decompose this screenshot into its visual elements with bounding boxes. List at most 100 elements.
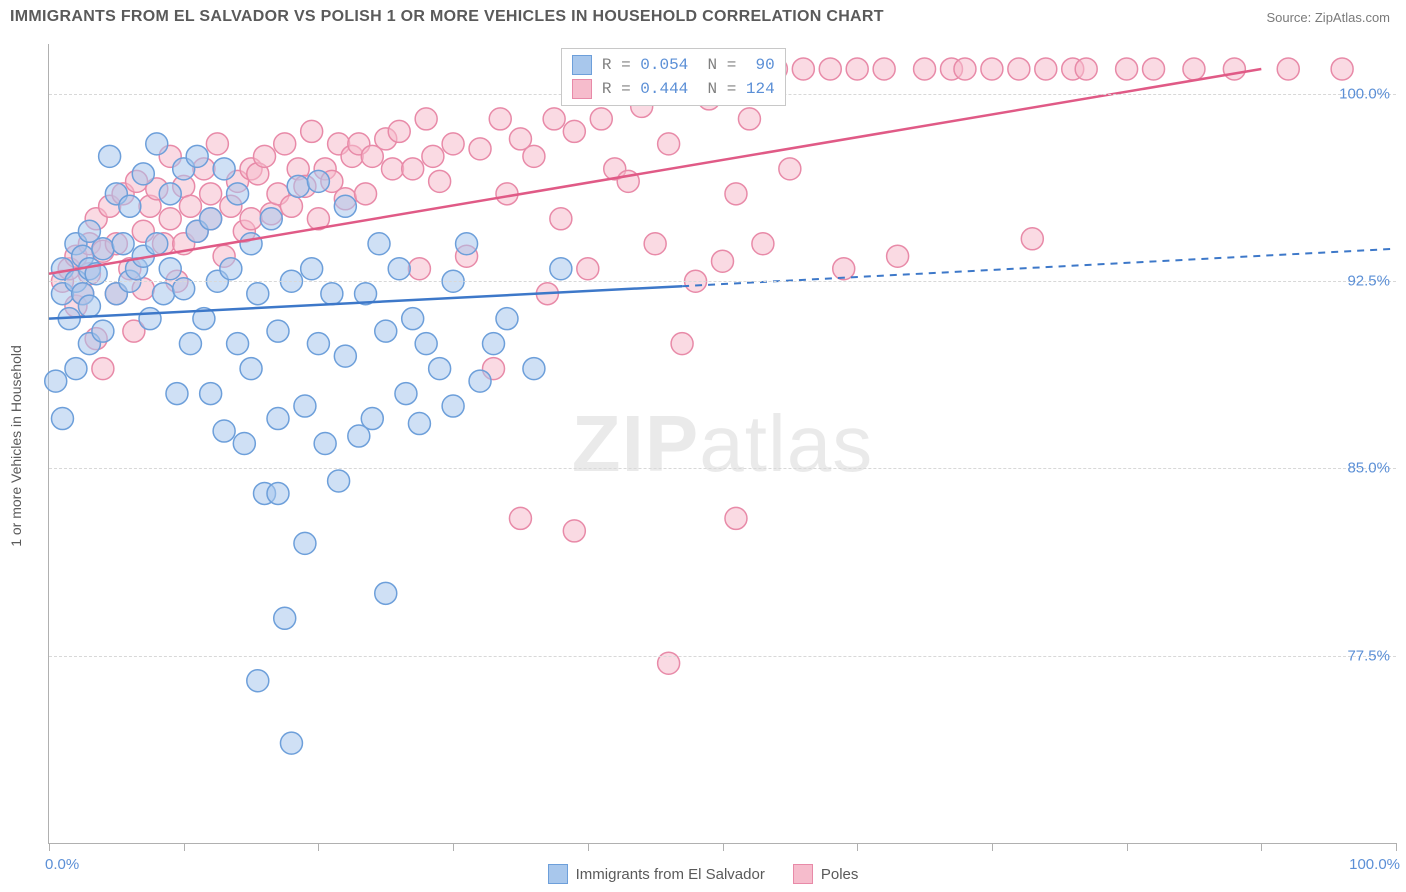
scatter-point-pink <box>200 183 222 205</box>
scatter-point-blue <box>213 158 235 180</box>
scatter-point-pink <box>725 183 747 205</box>
scatter-point-blue <box>220 258 242 280</box>
scatter-point-pink <box>280 195 302 217</box>
scatter-point-blue <box>408 413 430 435</box>
scatter-point-blue <box>166 383 188 405</box>
scatter-point-pink <box>523 145 545 167</box>
scatter-point-pink <box>1008 58 1030 80</box>
scatter-point-blue <box>307 170 329 192</box>
scatter-point-blue <box>267 482 289 504</box>
x-tick <box>992 843 993 851</box>
scatter-point-blue <box>159 258 181 280</box>
scatter-point-blue <box>280 732 302 754</box>
source-label: Source: ZipAtlas.com <box>1266 10 1390 25</box>
scatter-point-blue <box>260 208 282 230</box>
legend-swatch <box>572 79 592 99</box>
legend-swatch <box>548 864 568 884</box>
legend-swatch <box>572 55 592 75</box>
scatter-point-blue <box>456 233 478 255</box>
scatter-point-pink <box>1331 58 1353 80</box>
scatter-point-blue <box>442 395 464 417</box>
scatter-point-pink <box>1035 58 1057 80</box>
scatter-point-pink <box>738 108 760 130</box>
scatter-point-pink <box>1021 228 1043 250</box>
gridline-h <box>49 468 1396 469</box>
scatter-point-blue <box>45 370 67 392</box>
scatter-point-blue <box>179 333 201 355</box>
scatter-point-pink <box>981 58 1003 80</box>
scatter-point-blue <box>119 195 141 217</box>
scatter-point-pink <box>954 58 976 80</box>
scatter-point-pink <box>873 58 895 80</box>
stats-legend-box: R = 0.054 N = 90R = 0.444 N = 124 <box>561 48 786 106</box>
gridline-h <box>49 281 1396 282</box>
scatter-point-blue <box>321 283 343 305</box>
scatter-point-pink <box>658 133 680 155</box>
scatter-point-blue <box>267 320 289 342</box>
x-tick <box>1261 843 1262 851</box>
y-tick-label: 100.0% <box>1339 85 1390 102</box>
scatter-point-blue <box>99 145 121 167</box>
scatter-point-pink <box>509 507 531 529</box>
scatter-point-blue <box>375 582 397 604</box>
scatter-point-blue <box>294 395 316 417</box>
scatter-point-pink <box>846 58 868 80</box>
scatter-point-blue <box>200 208 222 230</box>
scatter-point-pink <box>563 520 585 542</box>
legend-item: Poles <box>793 864 859 884</box>
scatter-point-pink <box>92 358 114 380</box>
x-tick <box>318 843 319 851</box>
legend-label: Poles <box>821 866 859 883</box>
scatter-point-pink <box>779 158 801 180</box>
scatter-point-blue <box>429 358 451 380</box>
legend-item: Immigrants from El Salvador <box>548 864 765 884</box>
scatter-point-blue <box>78 295 100 317</box>
scatter-point-pink <box>563 120 585 142</box>
scatter-point-blue <box>294 532 316 554</box>
scatter-point-pink <box>179 195 201 217</box>
scatter-point-pink <box>712 250 734 272</box>
scatter-point-blue <box>274 607 296 629</box>
scatter-point-blue <box>267 408 289 430</box>
scatter-point-pink <box>590 108 612 130</box>
scatter-point-pink <box>206 133 228 155</box>
scatter-point-pink <box>1075 58 1097 80</box>
scatter-point-pink <box>550 208 572 230</box>
scatter-point-pink <box>887 245 909 267</box>
scatter-point-blue <box>233 433 255 455</box>
scatter-point-blue <box>328 470 350 492</box>
scatter-point-blue <box>395 383 417 405</box>
scatter-point-pink <box>402 158 424 180</box>
scatter-point-blue <box>402 308 424 330</box>
stats-row: R = 0.444 N = 124 <box>572 77 775 101</box>
scatter-point-blue <box>307 333 329 355</box>
scatter-point-blue <box>92 320 114 342</box>
scatter-point-blue <box>415 333 437 355</box>
scatter-point-blue <box>146 133 168 155</box>
scatter-point-blue <box>159 183 181 205</box>
scatter-point-pink <box>408 258 430 280</box>
scatter-point-blue <box>314 433 336 455</box>
scatter-point-blue <box>388 258 410 280</box>
chart-plot-area: ZIPatlas R = 0.054 N = 90R = 0.444 N = 1… <box>48 44 1396 844</box>
scatter-point-blue <box>375 320 397 342</box>
scatter-point-blue <box>287 175 309 197</box>
y-tick-label: 85.0% <box>1347 460 1390 477</box>
scatter-point-pink <box>914 58 936 80</box>
scatter-point-pink <box>381 158 403 180</box>
scatter-point-pink <box>1143 58 1165 80</box>
scatter-point-blue <box>247 670 269 692</box>
y-axis-title: 1 or more Vehicles in Household <box>8 345 24 547</box>
stats-row: R = 0.054 N = 90 <box>572 53 775 77</box>
x-tick <box>588 843 589 851</box>
scatter-point-blue <box>152 283 174 305</box>
scatter-point-blue <box>334 195 356 217</box>
scatter-point-blue <box>240 358 262 380</box>
scatter-point-blue <box>523 358 545 380</box>
scatter-point-pink <box>254 145 276 167</box>
scatter-point-blue <box>368 233 390 255</box>
scatter-point-blue <box>227 333 249 355</box>
scatter-point-pink <box>792 58 814 80</box>
chart-title: IMMIGRANTS FROM EL SALVADOR VS POLISH 1 … <box>10 8 884 26</box>
x-tick <box>723 843 724 851</box>
